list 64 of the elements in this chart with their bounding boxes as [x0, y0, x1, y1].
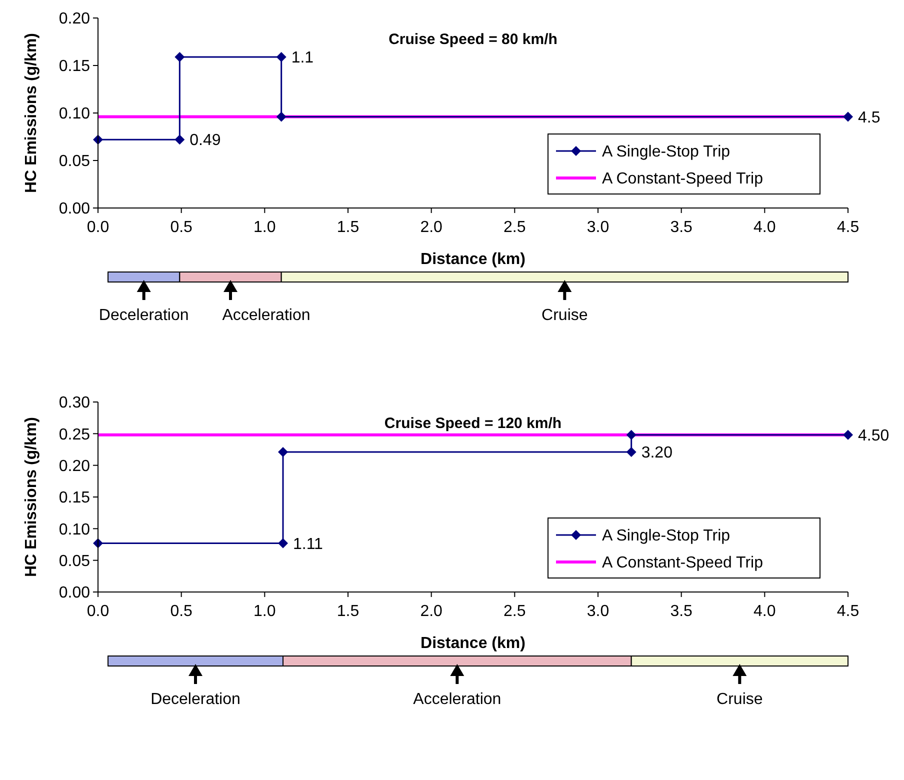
x-tick-label: 4.5 — [836, 219, 860, 236]
point — [174, 52, 185, 62]
y-tick-label: 0.15 — [58, 490, 90, 507]
annotation: 0.49 — [190, 132, 221, 150]
point — [278, 447, 288, 458]
y-tick-label: 0.30 — [58, 394, 90, 412]
point — [626, 447, 636, 458]
x-axis-title: Distance (km) — [420, 251, 526, 268]
x-tick-label: 3.0 — [586, 219, 610, 236]
annotation: 1.11 — [293, 536, 324, 553]
x-tick-label: 4.5 — [836, 603, 860, 620]
x-axis-title: Distance (km) — [420, 635, 526, 652]
point — [174, 134, 185, 145]
x-tick-label: 1.5 — [336, 219, 360, 236]
text: Cruise Speed = 80 km/h — [388, 31, 558, 48]
annotation: 4.50 — [858, 428, 890, 445]
y-tick-label: 0.15 — [58, 58, 90, 76]
annotation: 4.5 — [858, 109, 880, 126]
text: Deceleration — [98, 307, 189, 324]
x-tick-label: 0.5 — [170, 603, 193, 620]
y-tick-label: 0.20 — [58, 458, 90, 475]
y-tick-label: 0.00 — [58, 200, 90, 218]
text: Acceleration — [222, 307, 310, 324]
x-tick-label: 3.5 — [670, 603, 693, 620]
legend-label: A Single-Stop Trip — [602, 528, 730, 545]
x-tick-label: 2.0 — [420, 219, 443, 236]
y-axis-title: HC Emissions (g/km) — [23, 416, 40, 578]
annotation: 1.1 — [291, 50, 314, 67]
x-tick-label: 2.5 — [504, 603, 526, 620]
point — [278, 538, 288, 548]
x-tick-label: 2.0 — [420, 603, 443, 620]
x-tick-label: 1.0 — [254, 603, 276, 620]
x-tick-label: 3.0 — [586, 603, 610, 620]
x-tick-label: 3.5 — [670, 219, 693, 236]
y-tick-label: 0.10 — [58, 521, 90, 538]
x-tick-label: 0.0 — [86, 603, 110, 620]
y-tick-label: 0.05 — [58, 153, 90, 170]
legend-label: A Constant-Speed Trip — [602, 170, 764, 188]
point — [276, 112, 286, 122]
point — [626, 430, 636, 440]
y-tick-label: 0.20 — [58, 10, 90, 28]
text: Cruise Speed = 120 km/h — [384, 415, 562, 432]
y-axis-title: HC Emissions (g/km) — [23, 32, 40, 194]
y-tick-label: 0.00 — [58, 584, 90, 602]
x-tick-label: 0.5 — [170, 219, 193, 236]
annotation: 3.20 — [641, 444, 673, 462]
x-tick-label: 4.0 — [754, 603, 776, 620]
point — [276, 52, 286, 62]
y-tick-label: 0.10 — [58, 106, 90, 123]
x-tick-label: 0.0 — [86, 219, 110, 236]
text: Acceleration — [413, 691, 502, 708]
x-tick-label: 4.0 — [754, 219, 776, 236]
point — [843, 430, 853, 440]
legend-label: A Constant-Speed Trip — [602, 554, 764, 572]
y-tick-label: 0.05 — [58, 552, 90, 570]
text: Deceleration — [150, 691, 240, 708]
x-tick-label: 2.5 — [504, 219, 526, 236]
x-tick-label: 1.5 — [336, 603, 360, 620]
x-tick-label: 1.0 — [254, 219, 276, 236]
text: Cruise — [716, 691, 763, 708]
text: Cruise — [542, 307, 588, 324]
point — [843, 112, 853, 122]
legend-label: A Single-Stop Trip — [602, 144, 730, 161]
y-tick-label: 0.25 — [58, 426, 90, 444]
